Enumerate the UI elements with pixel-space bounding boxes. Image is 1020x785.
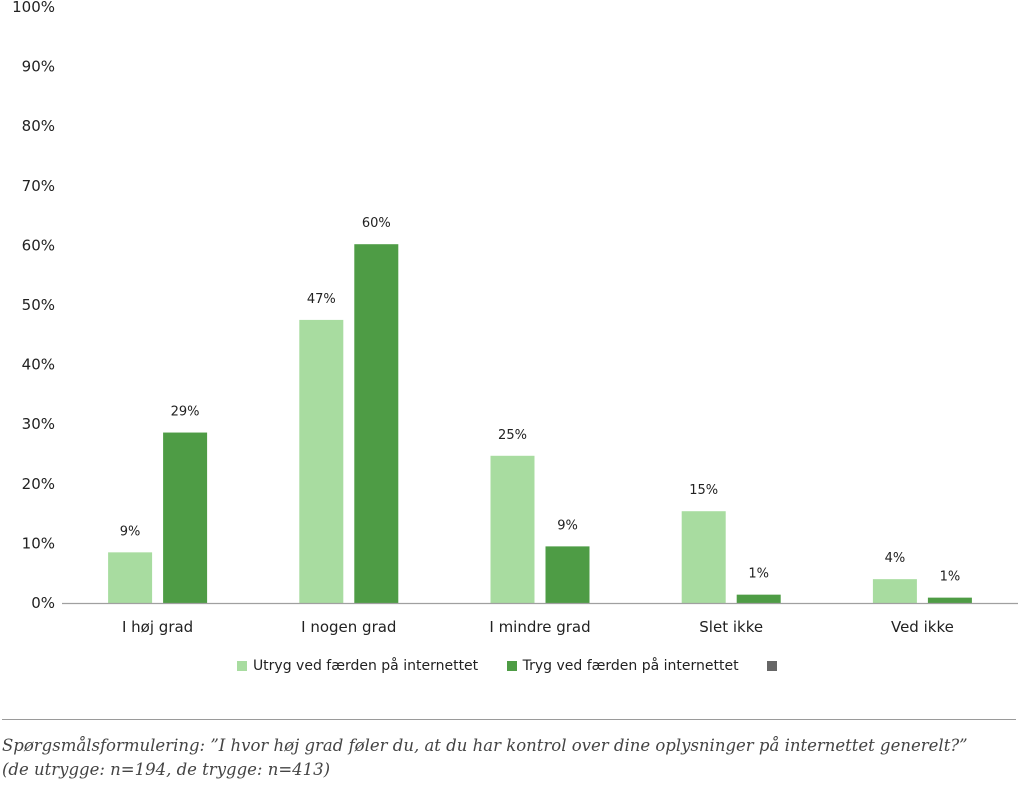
y-tick-label: 60% bbox=[22, 236, 55, 254]
bar-tryg bbox=[927, 597, 972, 603]
y-tick-label: 80% bbox=[22, 117, 55, 135]
data-label: 29% bbox=[171, 405, 200, 420]
x-category-label: Slet ikke bbox=[699, 618, 763, 636]
bar-tryg bbox=[736, 594, 781, 603]
data-label: 9% bbox=[557, 518, 578, 533]
legend-swatch-utryg bbox=[236, 661, 247, 671]
bar-chart: 0% 10% 20% 30% 40% 50% 60% 70% 80% 90% 100% 9% 29% I … bbox=[12, 0, 1018, 636]
bar-tryg bbox=[163, 432, 208, 603]
footnote-question: Spørgsmålsformulering: ”I hvor høj grad … bbox=[2, 736, 968, 755]
bar-utryg bbox=[108, 552, 153, 603]
legend-swatch-tryg bbox=[506, 661, 517, 671]
footnote: Spørgsmålsformulering: ”I hvor høj grad … bbox=[2, 734, 1018, 782]
legend-item-tryg: Tryg ved færden på internettet bbox=[506, 658, 739, 674]
legend: Utryg ved færden på internettet Tryg ved… bbox=[0, 658, 1020, 675]
data-label: 25% bbox=[498, 428, 527, 443]
data-label: 9% bbox=[120, 524, 141, 539]
y-tick-label: 40% bbox=[22, 356, 55, 374]
y-tick-label: 0% bbox=[31, 594, 55, 612]
x-category-label: I høj grad bbox=[122, 618, 193, 636]
data-label: 1% bbox=[940, 570, 961, 585]
data-label: 4% bbox=[885, 551, 906, 566]
footnote-divider bbox=[2, 719, 1016, 720]
y-tick-label: 10% bbox=[22, 534, 55, 552]
legend-label-tryg: Tryg ved færden på internettet bbox=[522, 658, 739, 674]
bar-utryg bbox=[872, 579, 917, 603]
y-tick-label: 30% bbox=[22, 415, 55, 433]
footnote-sample-sizes: (de utrygge: n=194, de trygge: n=413) bbox=[2, 760, 331, 779]
x-category-label: Ved ikke bbox=[891, 618, 954, 636]
y-tick-label: 70% bbox=[22, 177, 55, 195]
y-tick-label: 20% bbox=[22, 475, 55, 493]
x-category-label: I nogen grad bbox=[301, 618, 396, 636]
y-tick-label: 50% bbox=[22, 296, 55, 314]
data-label: 15% bbox=[689, 483, 718, 498]
data-label: 60% bbox=[362, 216, 391, 231]
legend-swatch-unlabeled bbox=[767, 661, 778, 671]
bar-tryg bbox=[354, 244, 399, 603]
bar-utryg bbox=[490, 455, 535, 603]
y-tick-label: 100% bbox=[12, 0, 55, 16]
data-label: 47% bbox=[307, 292, 336, 307]
x-category-label: I mindre grad bbox=[489, 618, 590, 636]
bar-tryg bbox=[545, 546, 590, 603]
data-label: 1% bbox=[748, 567, 769, 582]
legend-label-utryg: Utryg ved færden på internettet bbox=[252, 658, 479, 674]
y-tick-label: 90% bbox=[22, 58, 55, 76]
legend-item-utryg: Utryg ved færden på internettet bbox=[236, 658, 479, 674]
legend-item-unlabeled bbox=[767, 661, 783, 671]
bar-utryg bbox=[681, 511, 726, 603]
bar-utryg bbox=[299, 319, 344, 603]
